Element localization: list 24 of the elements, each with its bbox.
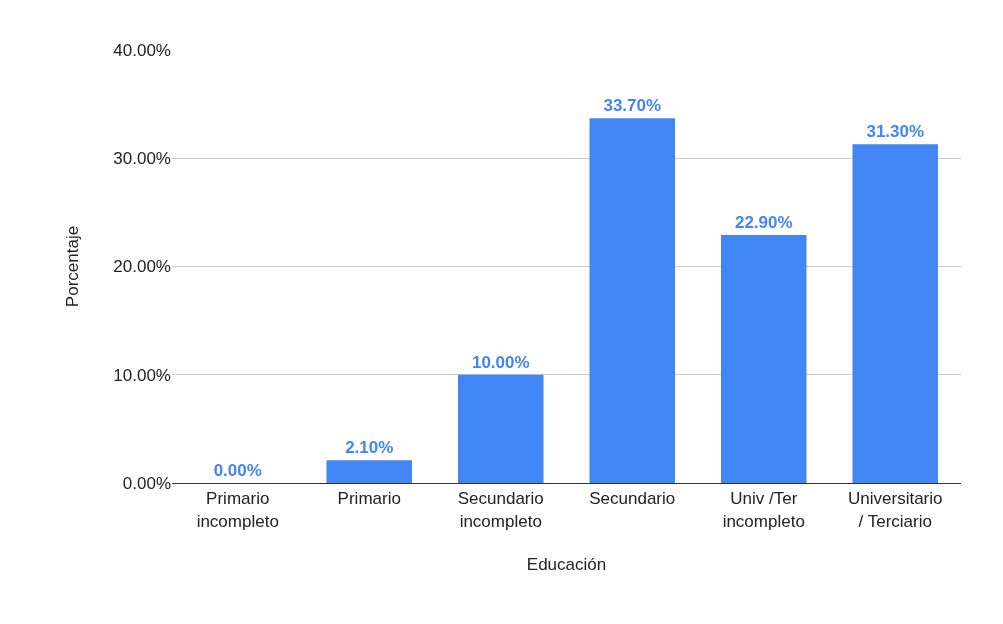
data-label: 0.00% bbox=[213, 461, 262, 480]
x-tick-label: Secundario bbox=[589, 489, 676, 509]
y-axis-title: Porcentaje bbox=[62, 225, 82, 308]
bar bbox=[721, 235, 807, 483]
data-label: 33.70% bbox=[603, 96, 662, 116]
x-tick-label: Univ /Ter incompleto bbox=[722, 489, 805, 531]
data-label: 22.90% bbox=[734, 213, 793, 233]
y-tick-label: 20.00% bbox=[113, 257, 171, 277]
x-tick-label: Primario bbox=[337, 489, 401, 509]
data-label: 2.10% bbox=[345, 438, 394, 458]
y-tick-label: 10.00% bbox=[113, 365, 171, 385]
x-axis-title: Educación bbox=[526, 554, 607, 574]
bar bbox=[589, 118, 675, 483]
y-tick-label: 40.00% bbox=[113, 40, 171, 60]
bar bbox=[852, 144, 938, 483]
data-label: 10.00% bbox=[471, 352, 530, 372]
y-tick-label: 0.00% bbox=[122, 473, 171, 493]
x-tick-label: Primario incompleto bbox=[196, 489, 279, 531]
bar bbox=[458, 374, 544, 483]
x-tick-label: Secundario incompleto bbox=[457, 489, 544, 531]
bar bbox=[326, 460, 412, 483]
y-tick-label: 30.00% bbox=[113, 149, 171, 169]
data-label: 31.30% bbox=[866, 122, 925, 142]
x-tick-label: Universitario / Terciario bbox=[848, 489, 943, 531]
